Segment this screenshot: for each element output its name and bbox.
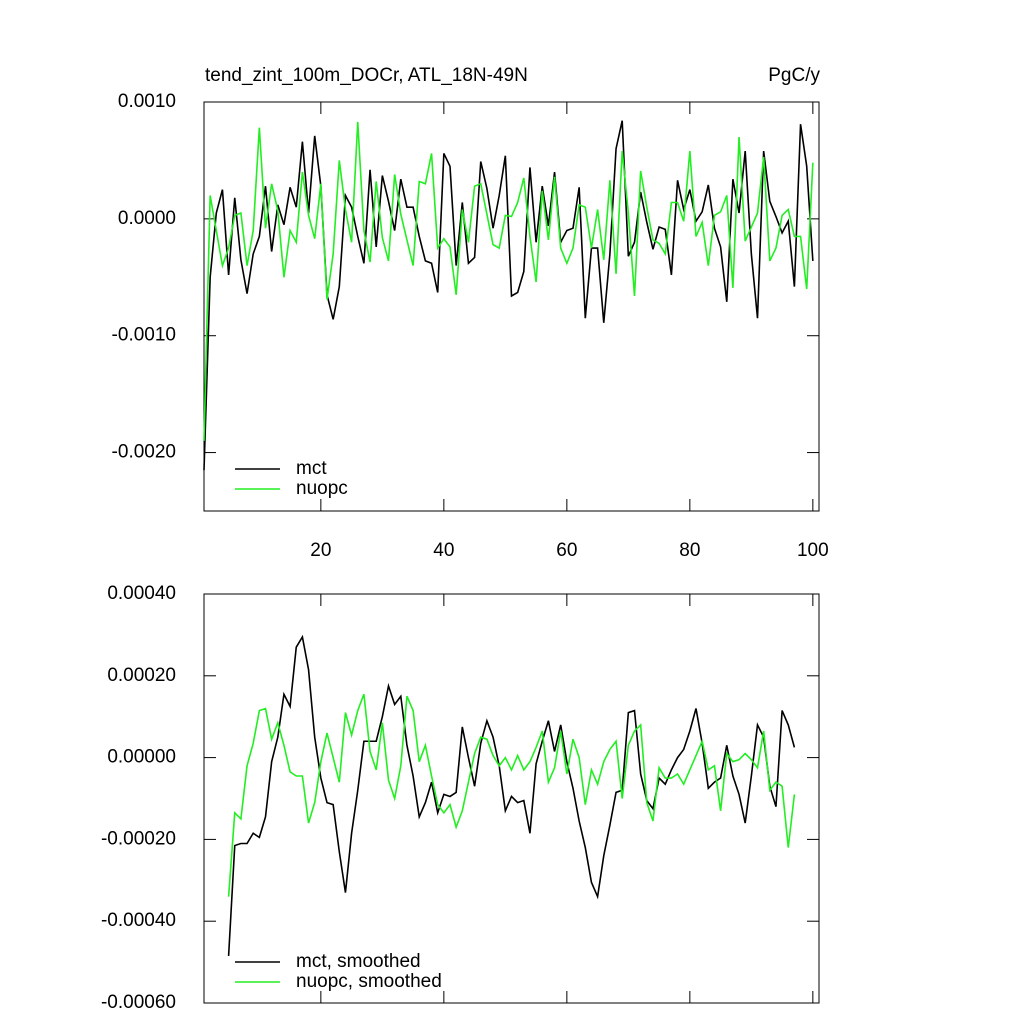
legend-label: mct	[296, 458, 327, 479]
chart-title: tend_zint_100m_DOCr, ATL_18N-49N	[205, 65, 528, 86]
legend-label: nuopc	[296, 478, 348, 499]
legend-label: nuopc, smoothed	[296, 971, 442, 992]
y-tick-label: 0.00040	[107, 583, 176, 604]
y-tick-label: -0.0020	[112, 442, 176, 463]
x-tick-label: 40	[433, 540, 454, 561]
y-tick-label: 0.0000	[118, 208, 176, 229]
legend-label: mct, smoothed	[296, 951, 421, 972]
data-line	[203, 121, 814, 441]
x-tick-label: 60	[556, 540, 577, 561]
y-tick-label: 0.0010	[118, 91, 176, 112]
x-tick-label: 20	[310, 540, 331, 561]
units-label: PgC/y	[768, 65, 820, 86]
y-tick-label: -0.00020	[101, 828, 176, 849]
y-tick-label: 0.00000	[107, 747, 176, 768]
data-line	[203, 120, 814, 471]
y-tick-label: 0.00020	[107, 665, 176, 686]
data-line	[227, 693, 796, 897]
x-tick-label: 100	[797, 540, 829, 561]
plot-frame	[203, 101, 820, 512]
plot-frame	[203, 593, 820, 1004]
x-tick-label: 80	[679, 540, 700, 561]
y-tick-label: -0.00040	[101, 910, 176, 931]
y-tick-label: -0.00060	[101, 992, 176, 1013]
y-tick-label: -0.0010	[112, 325, 176, 346]
data-line	[227, 634, 796, 957]
